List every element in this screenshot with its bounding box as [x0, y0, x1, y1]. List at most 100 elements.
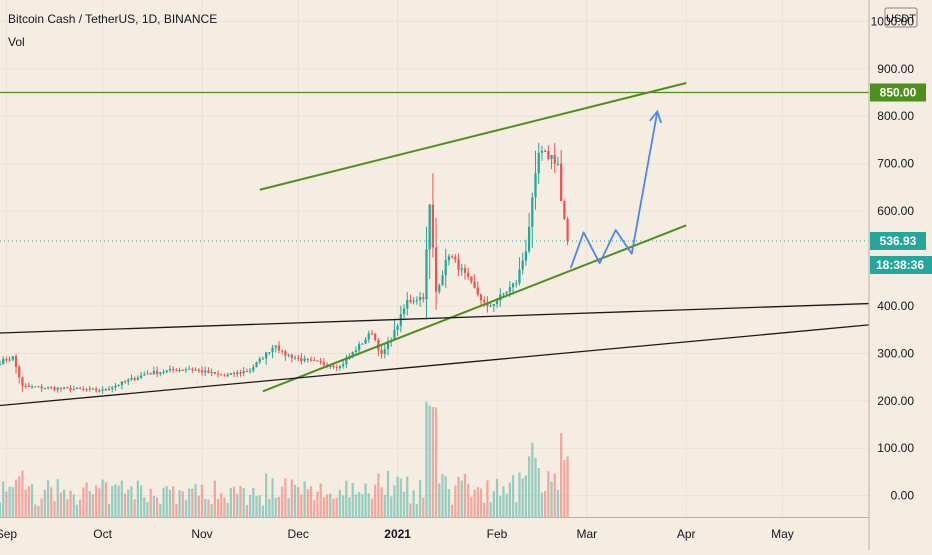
candle-body [444, 260, 447, 276]
volume-bar [553, 473, 556, 517]
candle-body [245, 371, 249, 373]
volume-bar [236, 493, 239, 517]
volume-bar [521, 478, 524, 517]
candle-body [508, 287, 511, 292]
volume-bar [287, 498, 290, 517]
candle-body [313, 360, 316, 362]
candle-body [24, 385, 27, 387]
candle-body [463, 268, 467, 273]
candle-body [101, 389, 104, 391]
candle-body [332, 365, 335, 368]
candle-body [2, 359, 5, 364]
candle-body [454, 256, 457, 260]
volume-bar [434, 407, 438, 517]
symbol-title[interactable]: Bitcoin Cash / TetherUS, 1D, BINANCE [8, 12, 217, 26]
volume-bar [322, 497, 325, 517]
candle-body [412, 300, 415, 302]
candle-body [11, 356, 14, 360]
candle-body [204, 370, 207, 373]
last-price-badge [870, 231, 926, 250]
volume-bar [444, 476, 447, 517]
volume-bar [422, 497, 425, 517]
drawings[interactable] [0, 82, 870, 407]
volume-bar [306, 489, 309, 517]
price-tick-label: 100.00 [877, 441, 914, 455]
candle-body [396, 325, 399, 331]
candle-body [107, 389, 111, 391]
volume-bar [431, 407, 435, 517]
candle-body [130, 378, 133, 380]
candle-body [341, 364, 345, 367]
time-tick-label: Oct [93, 527, 112, 541]
volume-bar [534, 457, 537, 517]
volume-bar [386, 470, 390, 517]
last-price-badge-text: 536.93 [880, 234, 917, 248]
support-lower-trendline[interactable] [0, 324, 870, 407]
volume-bar [88, 490, 91, 517]
volume-bar [66, 499, 69, 517]
volume-bar [358, 491, 361, 517]
volume-bar [309, 486, 313, 517]
volume-bar [560, 432, 563, 517]
volume-bar [56, 479, 59, 517]
price-tick-label: 900.00 [877, 62, 914, 76]
channel-upper-trendline[interactable] [259, 82, 687, 191]
volume-bar [505, 493, 508, 517]
volume-bar [319, 483, 322, 517]
candle-body [518, 269, 521, 284]
volume-bar [515, 502, 518, 517]
volume-bar [329, 493, 332, 517]
candle-body [149, 373, 152, 375]
volume-bar [24, 489, 27, 517]
volume-bar [136, 480, 140, 517]
candle-body [281, 350, 284, 352]
projection-arrowhead [649, 109, 663, 124]
volume-bar [226, 502, 229, 517]
projection-path[interactable] [569, 111, 659, 269]
candle-body [406, 300, 409, 309]
candles [0, 142, 569, 394]
candle-body [479, 294, 483, 301]
candle-body [152, 371, 156, 375]
price-scale-panel[interactable] [869, 0, 932, 550]
volume-bar [451, 504, 454, 517]
volume-bar [261, 505, 265, 517]
volume-indicator-label[interactable]: Vol [8, 35, 25, 49]
candle-body [46, 387, 50, 389]
candle-body [117, 384, 120, 386]
volume-bar [341, 495, 345, 517]
candle-body [402, 308, 406, 315]
volume-bar [258, 495, 261, 517]
candle-body [495, 300, 499, 305]
channel-lower-trendline[interactable] [262, 224, 687, 393]
volume-bar [345, 480, 348, 517]
volume-bar [502, 486, 505, 517]
volume-bar [486, 480, 489, 517]
candle-body [184, 369, 188, 371]
volume-bar [361, 494, 364, 517]
candle-body [335, 367, 338, 369]
currency-label[interactable]: USDT [886, 13, 916, 25]
volume-bar [566, 456, 569, 517]
volume-bar [348, 497, 351, 517]
candle-body [248, 370, 252, 372]
candle-body [143, 374, 146, 376]
volume-bar [46, 480, 50, 517]
support-upper-trendline[interactable] [0, 302, 870, 334]
volume-bar [18, 476, 21, 517]
volume-bar [527, 456, 531, 517]
price-tick-label: 800.00 [877, 109, 914, 123]
volume-bar [441, 474, 444, 517]
candle-body [309, 359, 313, 361]
currency-button[interactable] [884, 7, 918, 28]
candle-body [63, 387, 66, 389]
price-tick-label: 700.00 [877, 157, 914, 171]
volume-bar [447, 489, 451, 517]
volume-bar [511, 475, 515, 517]
volume-bar [82, 487, 85, 517]
volume-bar [59, 492, 63, 517]
volume-bar [162, 487, 165, 517]
candle-body [540, 150, 544, 153]
